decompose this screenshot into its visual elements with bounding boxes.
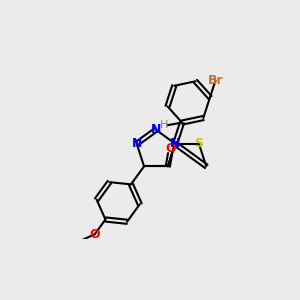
Text: H: H bbox=[160, 120, 169, 130]
Text: N: N bbox=[151, 123, 161, 136]
Text: N: N bbox=[170, 137, 180, 150]
Text: O: O bbox=[89, 228, 100, 241]
Text: S: S bbox=[194, 137, 203, 150]
Text: O: O bbox=[166, 142, 176, 155]
Text: N: N bbox=[131, 137, 142, 150]
Text: Br: Br bbox=[208, 74, 223, 87]
